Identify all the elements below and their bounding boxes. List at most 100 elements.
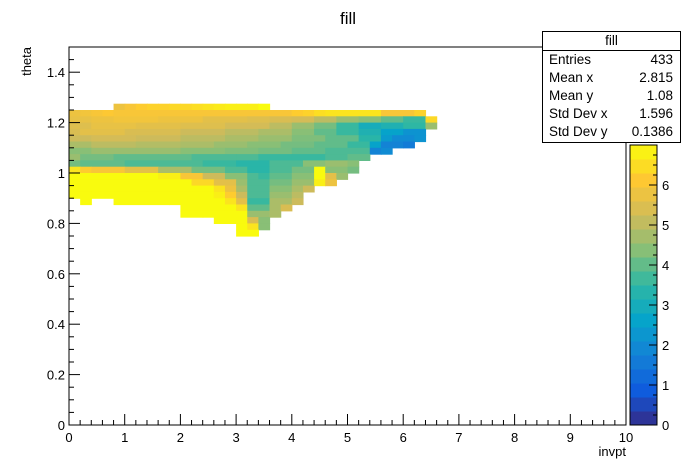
- heatmap-bin: [113, 110, 126, 117]
- heatmap-bin: [380, 110, 393, 117]
- heatmap-bin: [91, 141, 137, 149]
- heatmap-bin: [291, 191, 304, 199]
- heatmap-bin: [380, 122, 404, 130]
- palette-swatch: [630, 215, 657, 230]
- heatmap-bin: [336, 110, 349, 117]
- heatmap-bin: [236, 204, 248, 212]
- heatmap-bin: [247, 185, 271, 193]
- heatmap-bin: [258, 147, 293, 155]
- heatmap-bin: [202, 204, 226, 212]
- heatmap-bin: [258, 128, 293, 136]
- x-tick-label: 9: [567, 430, 574, 445]
- heatmap-bin: [213, 103, 226, 111]
- heatmap-bin: [314, 110, 326, 117]
- heatmap-bin: [180, 128, 226, 136]
- heatmap-bin: [291, 179, 315, 187]
- x-tick-label: 5: [344, 430, 351, 445]
- heatmap-bin: [325, 110, 337, 117]
- chart-title: fill: [340, 9, 356, 28]
- heatmap-bin: [258, 173, 271, 180]
- palette-swatch: [630, 383, 657, 398]
- heatmap-bin: [180, 122, 226, 130]
- heatmap-bin: [236, 217, 248, 224]
- heatmap-bin: [69, 141, 92, 149]
- heatmap-bin: [425, 116, 438, 124]
- heatmap-bin: [358, 110, 371, 117]
- x-tick-label: 6: [400, 430, 407, 445]
- heatmap-bin: [69, 160, 81, 168]
- heatmap-bin: [213, 217, 226, 224]
- palette-swatch: [630, 201, 657, 216]
- y-tick-label: 0: [58, 418, 65, 433]
- palette-swatch: [630, 173, 657, 188]
- heatmap-bin: [291, 147, 326, 155]
- z-tick-label: 2: [662, 338, 669, 353]
- stats-label: Std Dev y: [549, 124, 608, 139]
- heatmap-bin: [180, 173, 204, 180]
- heatmap-bin: [113, 116, 159, 124]
- heatmap-bin: [380, 141, 404, 149]
- heatmap-bin: [113, 198, 170, 206]
- heatmap-bin: [403, 128, 427, 136]
- x-tick-label: 4: [288, 430, 295, 445]
- heatmap-bin: [314, 128, 337, 136]
- heatmap-bin: [224, 103, 237, 111]
- x-tick-label: 7: [455, 430, 462, 445]
- x-tick-label: 8: [511, 430, 518, 445]
- heatmap-bin: [247, 103, 259, 111]
- heatmap-bin: [91, 173, 126, 180]
- heatmap-bin: [291, 166, 315, 174]
- heatmap-bin: [124, 128, 181, 136]
- heatmap-bin: [169, 185, 193, 193]
- heatmap-bin: [69, 147, 92, 155]
- heatmap-bin: [113, 154, 159, 161]
- heatmap-bin: [302, 185, 315, 193]
- heatmap-bin: [291, 128, 315, 136]
- heatmap-bin: [213, 179, 237, 187]
- heatmap-bin: [180, 210, 204, 218]
- heatmap-bin: [336, 116, 360, 124]
- heatmap-bin: [213, 191, 226, 199]
- heatmap-bin: [202, 116, 248, 124]
- heatmap-bin: [403, 122, 427, 130]
- y-axis-label: theta: [19, 46, 34, 76]
- stats-box: fill Entries 433 Mean x 2.815 Mean y 1.0…: [542, 31, 681, 143]
- heatmap-bin: [213, 141, 248, 149]
- stats-value: 0.1386: [631, 124, 673, 139]
- heatmap-bin: [314, 179, 326, 187]
- heatmap-bin: [91, 166, 126, 174]
- heatmap-bin: [236, 198, 248, 206]
- heatmap-bin: [191, 103, 204, 111]
- heatmap-bin: [269, 110, 282, 117]
- x-tick-label: 3: [232, 430, 239, 445]
- heatmap-bin: [202, 210, 215, 218]
- heatmap-bin: [347, 147, 371, 155]
- x-axis-label: invpt: [599, 444, 627, 459]
- heatmap-bin: [213, 210, 237, 218]
- heatmap-bin: [380, 135, 393, 143]
- y-tick-label: 0.4: [47, 317, 65, 332]
- heatmap-bin: [180, 135, 226, 143]
- heatmap-bin: [314, 173, 326, 180]
- palette-swatch: [630, 341, 657, 356]
- z-axis: 0 1 2 3 4 5 6: [649, 144, 669, 433]
- z-tick-label: 1: [662, 378, 669, 393]
- heatmap-bin: [91, 185, 137, 193]
- heatmap-bin: [380, 128, 404, 136]
- heatmap-bin: [180, 147, 226, 155]
- heatmap-bin: [236, 154, 259, 161]
- heatmap-bin: [403, 110, 415, 117]
- heatmap-bin: [325, 154, 349, 161]
- stats-row-entries: Entries 433: [543, 51, 680, 69]
- heatmap-bin: [258, 217, 271, 224]
- stats-title: fill: [543, 32, 680, 51]
- heatmap-bin: [247, 217, 259, 224]
- z-tick-label: 4: [662, 258, 669, 273]
- heatmap-bin: [224, 198, 237, 206]
- heatmap-bin: [392, 110, 404, 117]
- palette-swatch: [630, 159, 657, 174]
- y-tick-label: 0.2: [47, 368, 65, 383]
- heatmap-bin: [269, 122, 293, 130]
- palette-swatch: [630, 411, 657, 426]
